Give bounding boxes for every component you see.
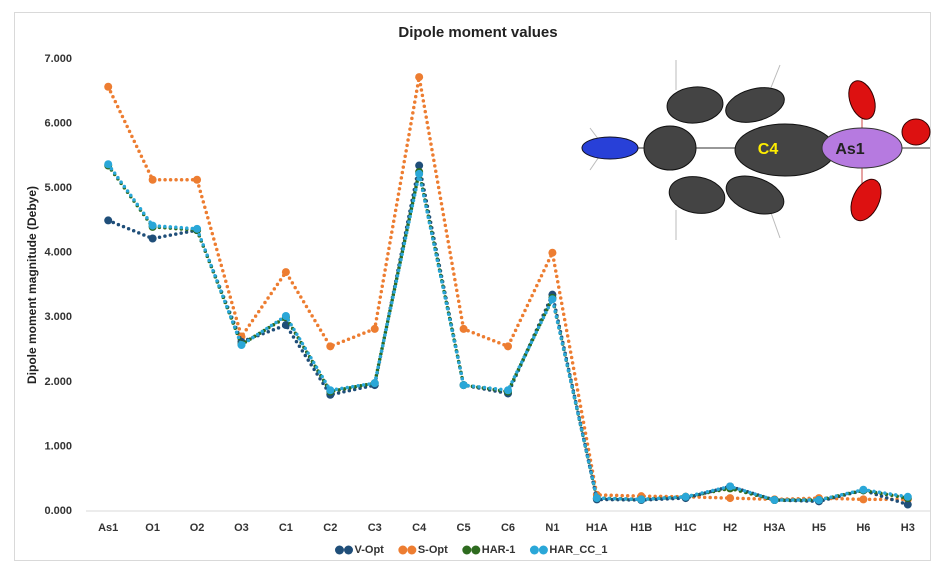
legend-label: S-Opt: [418, 544, 448, 556]
legend-label: HAR_CC_1: [549, 544, 607, 556]
legend-label: HAR-1: [482, 544, 516, 556]
series-marker: [237, 341, 245, 349]
legend-marker: [407, 546, 416, 555]
y-axis-label: Dipole moment magnitude (Debye): [25, 186, 39, 384]
legend-marker: [471, 546, 480, 555]
x-tick-label: O1: [145, 522, 160, 534]
series-marker: [815, 496, 823, 504]
series-marker: [771, 496, 779, 504]
series-marker: [904, 493, 912, 501]
y-tick-label: 3.000: [44, 311, 72, 323]
series-marker: [149, 176, 157, 184]
series-marker: [859, 495, 867, 503]
series-marker: [371, 325, 379, 333]
series-marker: [104, 216, 112, 224]
x-tick-label: As1: [98, 522, 118, 534]
series-marker: [548, 295, 556, 303]
series-marker: [415, 170, 423, 178]
series-marker: [726, 494, 734, 502]
x-tick-label: H1A: [586, 522, 608, 534]
x-tick-label: C1: [279, 522, 293, 534]
y-tick-label: 5.000: [44, 182, 72, 194]
x-tick-label: C3: [368, 522, 382, 534]
y-tick-label: 2.000: [44, 376, 72, 388]
series-marker: [149, 222, 157, 230]
series-marker: [415, 73, 423, 81]
series-marker: [682, 493, 690, 501]
series-marker: [282, 312, 290, 320]
x-tick-label: C6: [501, 522, 515, 534]
series-marker: [460, 325, 468, 333]
series-marker: [371, 379, 379, 387]
legend-marker: [344, 546, 353, 555]
legend-label: V-Opt: [355, 544, 385, 556]
x-tick-label: H3A: [764, 522, 786, 534]
x-tick-label: H1C: [675, 522, 697, 534]
x-tick-label: C4: [412, 522, 427, 534]
y-tick-label: 6.000: [44, 117, 72, 129]
x-tick-label: C5: [457, 522, 471, 534]
x-tick-label: O3: [234, 522, 249, 534]
series-marker: [193, 225, 201, 233]
series-marker: [593, 494, 601, 502]
annotation: C4: [758, 141, 779, 158]
annotation: As1: [835, 141, 864, 158]
chart-title: Dipole moment values: [398, 24, 557, 41]
series-marker: [193, 176, 201, 184]
x-tick-label: N1: [545, 522, 559, 534]
x-tick-label: H2: [723, 522, 737, 534]
series-marker: [548, 249, 556, 257]
y-tick-label: 0.000: [44, 505, 72, 517]
legend-marker: [462, 546, 471, 555]
series-marker: [859, 486, 867, 494]
x-tick-label: H3: [901, 522, 915, 534]
series-marker: [504, 342, 512, 350]
x-tick-label: H6: [856, 522, 870, 534]
chart-border: [15, 13, 931, 561]
legend-marker: [398, 546, 407, 555]
y-tick-label: 7.000: [44, 53, 72, 65]
series-marker: [460, 381, 468, 389]
y-tick-label: 4.000: [44, 247, 72, 259]
series-marker: [104, 160, 112, 168]
legend-marker: [335, 546, 344, 555]
legend-marker: [530, 546, 539, 555]
chart: Dipole moment values Dipole moment magni…: [0, 0, 932, 562]
x-tick-label: H5: [812, 522, 826, 534]
series-marker: [282, 268, 290, 276]
x-tick-label: H1B: [630, 522, 652, 534]
series-marker: [637, 495, 645, 503]
series-marker: [726, 482, 734, 490]
series-marker: [104, 83, 112, 91]
series-marker: [326, 342, 334, 350]
x-tick-label: C2: [323, 522, 337, 534]
series-marker: [149, 235, 157, 243]
x-tick-label: O2: [190, 522, 205, 534]
series-marker: [504, 386, 512, 394]
series-marker: [326, 386, 334, 394]
y-tick-label: 1.000: [44, 440, 72, 452]
legend-marker: [539, 546, 548, 555]
